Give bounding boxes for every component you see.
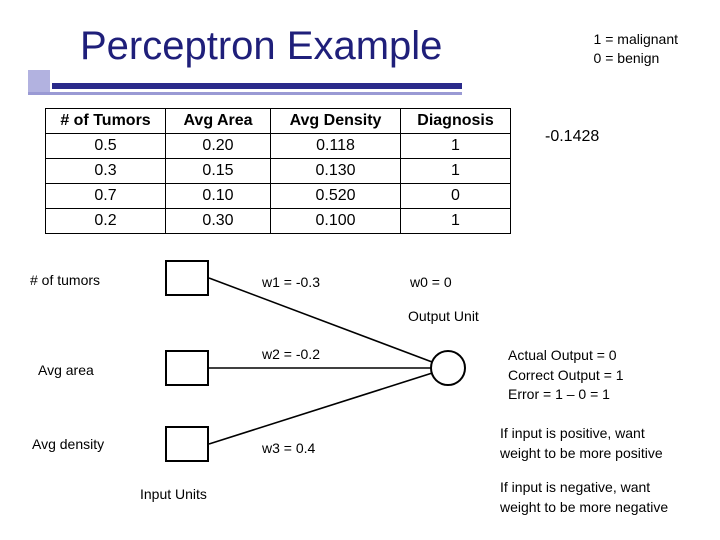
col-header: # of Tumors bbox=[46, 109, 166, 134]
rule-positive: If input is positive, want weight to be … bbox=[500, 424, 663, 463]
input-label: # of tumors bbox=[30, 272, 100, 288]
input-node bbox=[165, 260, 209, 296]
col-header: Avg Density bbox=[271, 109, 401, 134]
table-row: 0.7 0.10 0.520 0 bbox=[46, 184, 511, 209]
table-row: 0.3 0.15 0.130 1 bbox=[46, 159, 511, 184]
input-node bbox=[165, 426, 209, 462]
input-label: Avg area bbox=[38, 362, 94, 378]
legend: 1 = malignant 0 = benign bbox=[594, 30, 678, 68]
weight-label: w1 = -0.3 bbox=[262, 274, 320, 290]
output-node bbox=[430, 350, 466, 386]
result-line: Actual Output = 0 bbox=[508, 346, 624, 366]
title-rule-thick bbox=[52, 83, 462, 89]
bias-label: w0 = 0 bbox=[410, 274, 452, 290]
output-unit-label: Output Unit bbox=[408, 308, 479, 324]
side-value: -0.1428 bbox=[545, 128, 599, 146]
weight-label: w3 = 0.4 bbox=[262, 440, 315, 456]
col-header: Diagnosis bbox=[401, 109, 511, 134]
data-table: # of Tumors Avg Area Avg Density Diagnos… bbox=[45, 108, 511, 234]
title-rule-thin bbox=[28, 92, 462, 95]
legend-line: 1 = malignant bbox=[594, 30, 678, 49]
weight-label: w2 = -0.2 bbox=[262, 346, 320, 362]
input-label: Avg density bbox=[32, 436, 104, 452]
title-corner-square bbox=[28, 70, 50, 92]
data-table-wrap: # of Tumors Avg Area Avg Density Diagnos… bbox=[45, 108, 511, 234]
result-line: Error = 1 – 0 = 1 bbox=[508, 385, 624, 405]
result-block: Actual Output = 0 Correct Output = 1 Err… bbox=[508, 346, 624, 405]
table-row: 0.5 0.20 0.118 1 bbox=[46, 134, 511, 159]
rule-negative: If input is negative, want weight to be … bbox=[500, 478, 668, 517]
page-title: Perceptron Example bbox=[80, 24, 442, 69]
input-units-label: Input Units bbox=[140, 486, 207, 502]
result-line: Correct Output = 1 bbox=[508, 366, 624, 386]
table-row: 0.2 0.30 0.100 1 bbox=[46, 209, 511, 234]
slide: Perceptron Example 1 = malignant 0 = ben… bbox=[0, 0, 720, 540]
col-header: Avg Area bbox=[166, 109, 271, 134]
legend-line: 0 = benign bbox=[594, 49, 678, 68]
table-header-row: # of Tumors Avg Area Avg Density Diagnos… bbox=[46, 109, 511, 134]
input-node bbox=[165, 350, 209, 386]
perceptron-diagram: # of tumors Avg area Avg density w1 = -0… bbox=[30, 268, 690, 528]
